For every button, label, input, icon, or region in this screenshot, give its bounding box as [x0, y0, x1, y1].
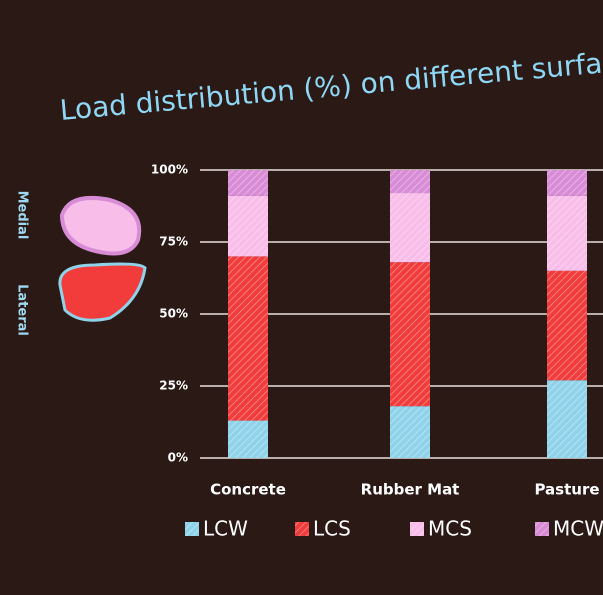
bar-segment: [547, 170, 587, 196]
bar-segment: [390, 262, 430, 406]
y-tick-label: 25%: [159, 379, 188, 393]
bar-segment: [547, 196, 587, 271]
legend-swatch: [535, 522, 549, 536]
legend-label: MCS: [428, 517, 472, 541]
y-tick-label: 75%: [159, 235, 188, 249]
x-tick-label: Pasture: [534, 481, 599, 499]
bar-segment: [390, 170, 430, 193]
y-tick-label: 100%: [151, 163, 188, 177]
bar-segment: [228, 170, 268, 196]
y-tick-label: 0%: [168, 451, 188, 465]
bar-segment: [228, 256, 268, 420]
bar-segment: [228, 196, 268, 256]
bar-segment: [547, 380, 587, 458]
legend-label: MCW: [553, 517, 603, 541]
annotation: Medial: [15, 191, 30, 240]
bar-segment: [390, 406, 430, 458]
x-tick-label: Concrete: [210, 481, 286, 499]
legend-label: LCS: [313, 517, 351, 541]
legend-swatch: [185, 522, 199, 536]
annotation: Lateral: [15, 284, 30, 336]
legend-swatch: [295, 522, 309, 536]
bar-segment: [228, 421, 268, 458]
bar-segment: [390, 193, 430, 262]
legend-label: LCW: [203, 517, 248, 541]
chart: Load distribution (%) on different surfa…: [0, 0, 603, 595]
page: Load distribution (%) on different surfa…: [0, 0, 603, 595]
y-tick-label: 50%: [159, 307, 188, 321]
bar-segment: [547, 271, 587, 380]
legend-swatch: [410, 522, 424, 536]
x-tick-label: Rubber Mat: [361, 481, 460, 499]
